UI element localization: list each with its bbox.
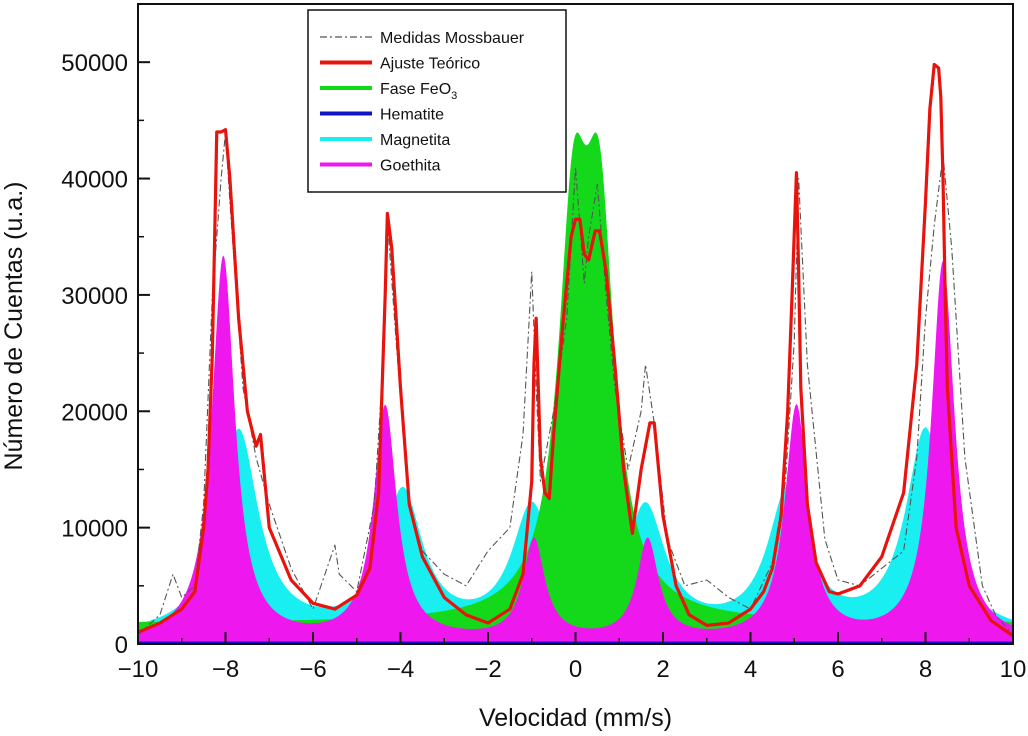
y-tick-label: 40000 bbox=[61, 167, 128, 194]
legend-label: Hematite bbox=[380, 107, 444, 124]
y-tick-label: 30000 bbox=[61, 283, 128, 310]
series-medidas-mossbauer-line bbox=[137, 131, 1014, 636]
legend-item-ajuste-teorico: Ajuste Teórico bbox=[320, 56, 480, 73]
y-tick-label: 20000 bbox=[61, 399, 128, 426]
legend-box bbox=[307, 9, 567, 193]
component-fase-feo3-fill bbox=[138, 132, 1013, 644]
x-axis-ticks: −10 −8 −6 −4 −2 0 2 4 6 8 10 bbox=[118, 632, 1027, 683]
x-tick-label: 4 bbox=[744, 656, 757, 683]
y-tick-label: 50000 bbox=[61, 50, 128, 77]
x-tick-label: 10 bbox=[1000, 656, 1027, 683]
legend-item-medidas-mossbauer: Medidas Mossbauer bbox=[320, 30, 525, 47]
component-fills bbox=[138, 132, 1013, 645]
legend-item-magnetita: Magnetita bbox=[320, 132, 450, 149]
series-lines bbox=[137, 62, 1014, 638]
x-tick-label: 0 bbox=[569, 656, 582, 683]
component-goethita-fill bbox=[138, 255, 1013, 644]
y-tick-label: 10000 bbox=[61, 516, 128, 543]
legend-label: Medidas Mossbauer bbox=[380, 30, 525, 47]
legend-item-goethita: Goethita bbox=[320, 158, 441, 175]
x-tick-label: 2 bbox=[656, 656, 669, 683]
y-tick-label: 0 bbox=[115, 632, 128, 659]
legend: Medidas Mossbauer Ajuste Teórico Fase FeO3… bbox=[307, 9, 567, 193]
x-axis-label: Velocidad (mm/s) bbox=[479, 704, 672, 732]
series-ajuste-teorico-line bbox=[137, 62, 1014, 638]
y-axis-ticks: 0 10000 20000 30000 40000 50000 bbox=[61, 50, 150, 659]
legend-item-hematite: Hematite bbox=[320, 107, 444, 124]
y-axis-label: Número de Cuentas (u.a.) bbox=[0, 181, 28, 470]
legend-item-fase-feo: Fase FeO3 bbox=[320, 81, 457, 102]
x-tick-label: −2 bbox=[474, 656, 501, 683]
legend-label: Magnetita bbox=[380, 132, 450, 149]
x-tick-label: −6 bbox=[299, 656, 326, 683]
legend-label: Goethita bbox=[380, 158, 441, 175]
legend-label: Ajuste Teórico bbox=[380, 56, 480, 73]
x-tick-label: 6 bbox=[831, 656, 844, 683]
legend-label: Fase FeO3 bbox=[380, 81, 457, 102]
x-tick-label: −10 bbox=[118, 656, 159, 683]
x-tick-label: 8 bbox=[919, 656, 932, 683]
x-tick-label: −8 bbox=[212, 656, 239, 683]
x-tick-label: −4 bbox=[387, 656, 414, 683]
